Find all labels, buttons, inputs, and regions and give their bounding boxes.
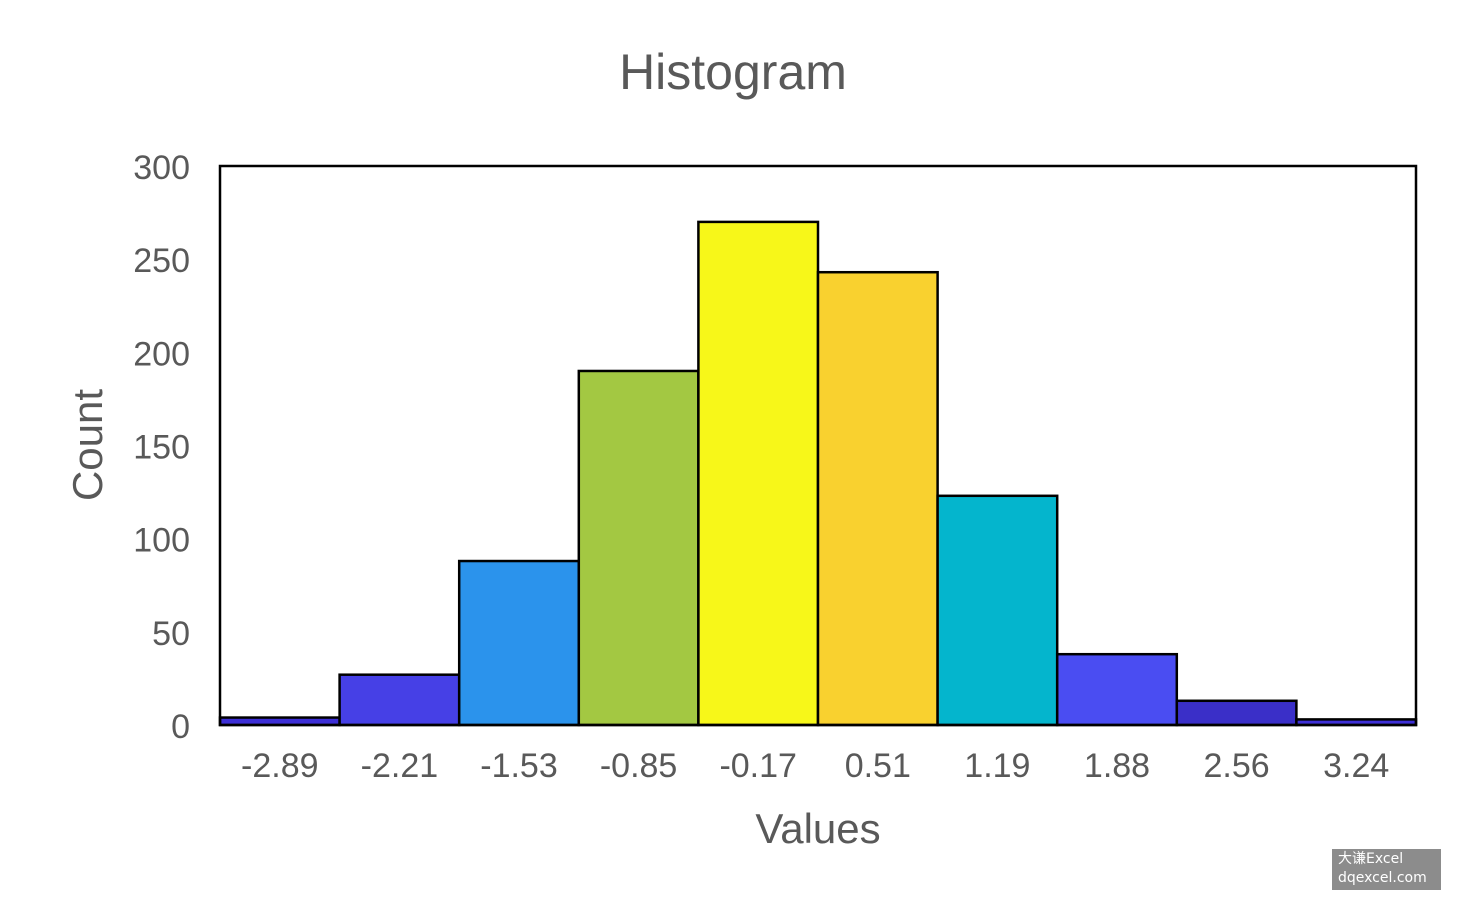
x-tick-label: 2.56 bbox=[1204, 747, 1270, 785]
y-tick-label: 250 bbox=[133, 242, 190, 280]
y-tick-labels: 0 50 100 150 200 250 300 bbox=[133, 149, 190, 746]
histogram-bar-5 bbox=[697, 220, 820, 727]
y-tick-label: 200 bbox=[133, 335, 190, 373]
x-tick-label: -0.17 bbox=[719, 747, 797, 785]
watermark-line-2: dqexcel.com bbox=[1338, 870, 1427, 886]
y-tick-label: 0 bbox=[171, 708, 190, 746]
histogram-bar-9 bbox=[1175, 699, 1298, 727]
chart-title: Histogram bbox=[619, 44, 847, 100]
x-tick-labels: -2.89 -2.21 -1.53 -0.85 -0.17 0.51 1.19 1.88 2.5… bbox=[241, 747, 1389, 785]
histogram-bar-2 bbox=[338, 673, 461, 727]
histogram-bar-3 bbox=[457, 559, 581, 727]
histogram-bar-7 bbox=[936, 494, 1059, 727]
watermark-line-1: 大谦Excel bbox=[1338, 851, 1404, 867]
y-axis-label: Count bbox=[64, 389, 111, 501]
x-tick-label: -2.89 bbox=[241, 747, 319, 785]
bars-group bbox=[218, 220, 1418, 727]
x-tick-label: 1.19 bbox=[964, 747, 1030, 785]
y-tick-label: 100 bbox=[133, 522, 190, 560]
x-tick-label: -1.53 bbox=[480, 747, 558, 785]
x-tick-label: 1.88 bbox=[1084, 747, 1150, 785]
x-tick-label: -0.85 bbox=[600, 747, 678, 785]
x-axis-label: Values bbox=[755, 805, 880, 852]
histogram-bar-8 bbox=[1055, 652, 1179, 727]
y-tick-label: 150 bbox=[133, 429, 190, 467]
histogram-bar-4 bbox=[577, 369, 700, 727]
y-tick-label: 50 bbox=[152, 615, 190, 653]
watermark-badge: 大谦Excel dqexcel.com bbox=[1332, 849, 1441, 890]
x-tick-label: -2.21 bbox=[361, 747, 439, 785]
y-tick-label: 300 bbox=[133, 149, 190, 187]
x-tick-label: 3.24 bbox=[1323, 747, 1389, 785]
x-tick-label: 0.51 bbox=[845, 747, 911, 785]
histogram-bar-6 bbox=[816, 270, 939, 727]
plot-area-frame bbox=[218, 164, 1418, 727]
